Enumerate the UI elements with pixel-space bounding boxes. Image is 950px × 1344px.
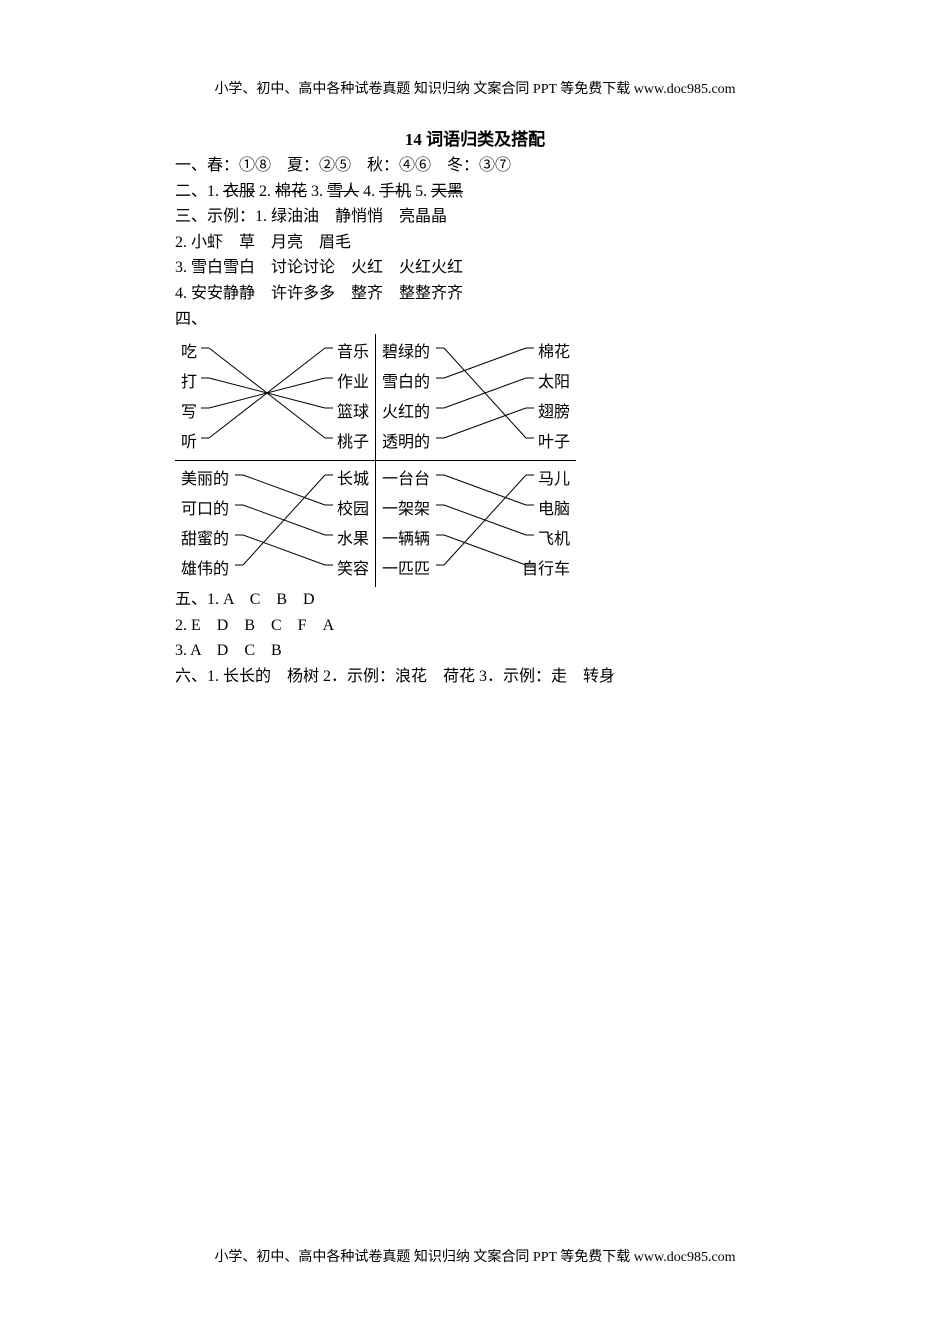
diagram-cell: 美丽的长城可口的校园甜蜜的水果雄伟的笑容 xyxy=(175,461,376,587)
section-3-label: 三、 xyxy=(175,208,207,225)
section-1: 一、春：①⑧ 夏：②⑤ 秋：④⑥ 冬：③⑦ xyxy=(175,153,775,179)
diagram-cell: 吃音乐打作业写篮球听桃子 xyxy=(175,334,376,461)
connection-lines xyxy=(376,334,576,460)
section-1-label: 一、 xyxy=(175,157,207,174)
section-4-label: 四、 xyxy=(175,307,775,333)
connection-lines xyxy=(175,334,375,460)
connection-lines xyxy=(376,461,576,587)
section-3: 三、示例：1. 绿油油 静悄悄 亮晶晶2. 小虾 草 月亮 眉毛3. 雪白雪白 … xyxy=(175,204,775,306)
matching-diagram: 吃音乐打作业写篮球听桃子碧绿的棉花雪白的太阳火红的翅膀透明的叶子美丽的长城可口的… xyxy=(175,334,775,587)
section-5-label: 五、 xyxy=(175,591,207,608)
doc-title: 14 词语归类及搭配 xyxy=(175,125,775,150)
page-header: 小学、初中、高中各种试卷真题 知识归纳 文案合同 PPT 等免费下载 www.d… xyxy=(0,78,950,98)
section-3-line: 三、示例：1. 绿油油 静悄悄 亮晶晶 xyxy=(175,204,775,230)
section-5-line: 3. A D C B xyxy=(175,638,775,664)
diagram-cell: 碧绿的棉花雪白的太阳火红的翅膀透明的叶子 xyxy=(376,334,576,461)
section-6: 六、1. 长长的 杨树 2．示例：浪花 荷花 3．示例：走 转身 xyxy=(175,664,775,690)
section-3-line: 3. 雪白雪白 讨论讨论 火红 火红火红 xyxy=(175,255,775,281)
section-2: 二、1. 衣服 2. 棉花 3. 雪人 4. 手机 5. 天黑 xyxy=(175,179,775,205)
section-5-line: 2. E D B C F A xyxy=(175,613,775,639)
section-5-line: 五、1. A C B D xyxy=(175,587,775,613)
section-6-label: 六、 xyxy=(175,668,207,685)
section-6-text: 1. 长长的 杨树 2．示例：浪花 荷花 3．示例：走 转身 xyxy=(207,668,615,685)
section-2-label: 二、 xyxy=(175,183,207,200)
section-3-line: 2. 小虾 草 月亮 眉毛 xyxy=(175,230,775,256)
section-1-text: 春：①⑧ 夏：②⑤ 秋：④⑥ 冬：③⑦ xyxy=(207,157,511,174)
document-content: 14 词语归类及搭配 一、春：①⑧ 夏：②⑤ 秋：④⑥ 冬：③⑦ 二、1. 衣服… xyxy=(175,125,775,690)
strike-word: 雪人 xyxy=(327,183,359,200)
strike-word: 衣服 xyxy=(223,183,255,200)
strike-word: 天黑 xyxy=(431,183,463,200)
page-footer: 小学、初中、高中各种试卷真题 知识归纳 文案合同 PPT 等免费下载 www.d… xyxy=(0,1246,950,1266)
section-3-line: 4. 安安静静 许许多多 整齐 整整齐齐 xyxy=(175,281,775,307)
diagram-row: 吃音乐打作业写篮球听桃子碧绿的棉花雪白的太阳火红的翅膀透明的叶子 xyxy=(175,334,775,461)
diagram-cell: 一台台马儿一架架电脑一辆辆飞机一匹匹自行车 xyxy=(376,461,576,587)
diagram-row: 美丽的长城可口的校园甜蜜的水果雄伟的笑容一台台马儿一架架电脑一辆辆飞机一匹匹自行… xyxy=(175,461,775,587)
strike-word: 手机 xyxy=(379,183,411,200)
strike-word: 棉花 xyxy=(275,183,307,200)
section-5: 五、1. A C B D2. E D B C F A3. A D C B xyxy=(175,587,775,664)
connection-lines xyxy=(175,461,375,587)
